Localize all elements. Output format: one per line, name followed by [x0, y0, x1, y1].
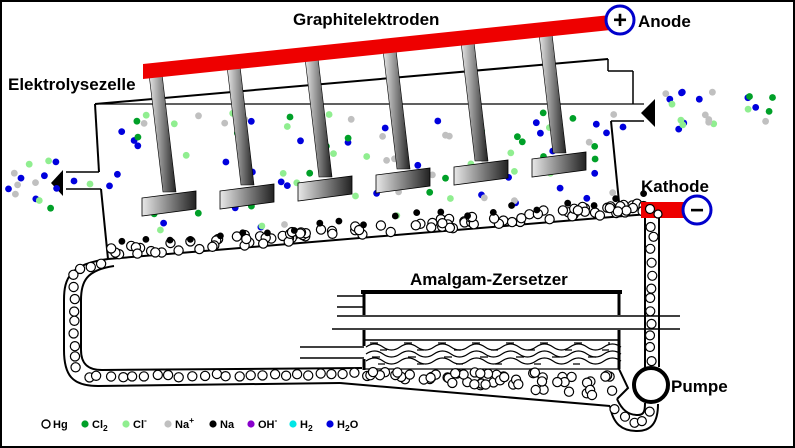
pump-u-bend-inner [616, 398, 646, 417]
cl-ion-symbol [122, 420, 130, 428]
svg-text:Hg: Hg [53, 419, 68, 431]
mercury-in-u-bend [609, 404, 655, 428]
outlet-arrow-left [51, 170, 63, 196]
cathode-terminal: − [641, 194, 713, 226]
svg-text:H2: H2 [300, 419, 313, 433]
na-metal-symbol [209, 420, 217, 428]
graphite-electrodes [141, 33, 587, 217]
mercury-loop-pipe [63, 258, 659, 433]
legend-item-oh-ion: OH- [247, 415, 278, 431]
legend-item-hg: Hg [41, 419, 68, 431]
cathode-minus-sign: − [690, 197, 704, 224]
svg-text:Cl-: Cl- [133, 415, 147, 431]
graphite-electrode [531, 33, 587, 178]
mercury-down-pipe [644, 218, 660, 369]
svg-text:Cl2: Cl2 [92, 419, 108, 433]
oh-ion-symbol [247, 420, 255, 428]
legend-item-h2o: H2O [326, 419, 359, 433]
pump [632, 366, 670, 404]
svg-text:Na+: Na+ [175, 415, 194, 431]
label-pump: Pumpe [671, 377, 728, 396]
h2o-symbol [326, 420, 334, 428]
title-graphite-electrodes: Graphitelektroden [293, 10, 439, 29]
hg-symbol [41, 419, 51, 429]
label-anode: Anode [638, 12, 691, 31]
legend: Hg Cl2 Cl- Na+ Na OH- H2 H2O [41, 415, 359, 433]
svg-text:OH-: OH- [258, 415, 278, 431]
graphite-electrode [141, 73, 197, 217]
cl2-symbol [81, 420, 89, 428]
legend-item-na-ion: Na+ [164, 415, 194, 431]
mercury-in-down-pipe [644, 221, 659, 367]
graphite-electrode [453, 41, 509, 186]
legend-item-cl-ion: Cl- [122, 415, 147, 431]
graphite-electrode [219, 65, 275, 210]
label-cathode: Kathode [641, 177, 709, 196]
water-waves [365, 342, 622, 365]
graphite-electrode [375, 49, 431, 194]
brine-inlet-arrow-right [641, 99, 655, 127]
anode-plus-sign: + [613, 7, 627, 34]
anode-terminal: + [604, 4, 636, 36]
graphite-electrode [297, 57, 353, 202]
mercury-in-loop-pipe [68, 258, 360, 383]
legend-item-h2: H2 [289, 419, 313, 433]
label-electrolysis-cell: Elektrolysezelle [8, 75, 136, 94]
particles-na-metal [118, 190, 647, 245]
anode-busbar [143, 14, 620, 79]
mercury-in-decomposer [362, 366, 618, 401]
svg-text:H2O: H2O [337, 419, 359, 433]
na-ion-symbol [164, 420, 172, 428]
pump-u-bend-outer [609, 403, 659, 433]
label-amalgam-decomposer: Amalgam-Zersetzer [410, 270, 568, 289]
svg-text:Na: Na [220, 419, 235, 431]
legend-item-cl2: Cl2 [81, 419, 108, 433]
amalgam-decomposer-box [300, 290, 680, 370]
h2-symbol [289, 420, 297, 428]
legend-item-na-metal: Na [209, 419, 235, 431]
